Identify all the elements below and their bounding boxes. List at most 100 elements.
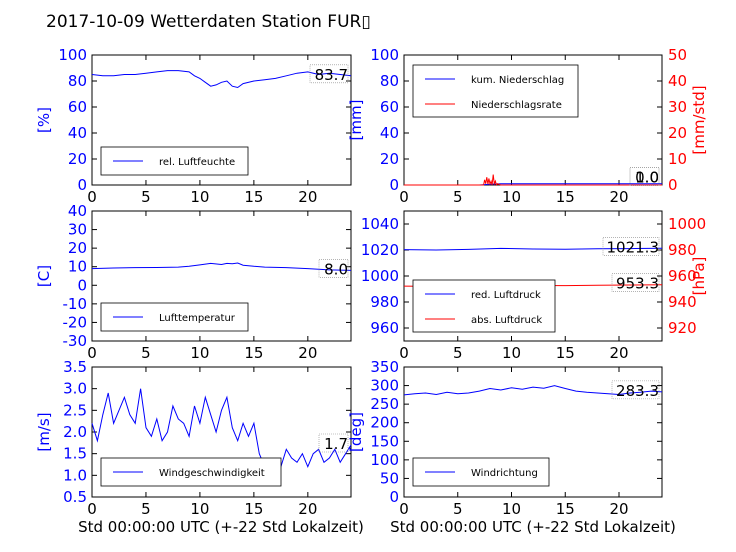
x-tick-label: 15 <box>556 188 575 206</box>
last-value-label-box <box>309 64 349 84</box>
y-tick-label-right: 30 <box>668 98 687 116</box>
y-tick-label: 30 <box>68 221 87 239</box>
y-tick-label: 150 <box>370 432 399 450</box>
y-tick-label: 20 <box>68 150 87 168</box>
y-tick-label: 0 <box>389 488 399 506</box>
figure-title: 2017-10-09 Wetterdaten Station FUR▯ <box>46 12 371 32</box>
y-axis-label: [C] <box>35 265 53 287</box>
y-tick-label: 0.5 <box>63 488 87 506</box>
panel-humidity: 0 5 10 15 20 0 20 40 60 80 100 [%] 83.7 rel. Luftfeuc… <box>35 46 352 206</box>
y-tick-label: 200 <box>370 414 399 432</box>
y-tick-label: 80 <box>380 72 399 90</box>
y-tick-label: 100 <box>370 46 399 64</box>
y-tick-label: 80 <box>68 72 87 90</box>
x-tick-label: 20 <box>298 500 317 518</box>
last-value-label-box <box>318 433 349 453</box>
last-value-label: 1021.3 <box>607 238 660 256</box>
series-line-temp <box>91 262 352 271</box>
y-tick-label: 0 <box>77 276 87 294</box>
y-tick-label-right: 40 <box>668 72 687 90</box>
y-tick-label-right: 0 <box>668 176 678 194</box>
series-line-wind_speed <box>91 388 352 477</box>
y-axis-label-right: [hPa] <box>690 257 708 296</box>
last-value-label-box <box>602 237 660 256</box>
y-tick-label-right: 920 <box>668 319 697 337</box>
plot-frame <box>91 54 352 186</box>
x-tick-label: 15 <box>244 500 263 518</box>
y-tick-label: 20 <box>68 239 87 257</box>
y-tick-label: 1020 <box>361 241 399 259</box>
legend-entry: Windrichtung <box>471 468 538 479</box>
y-tick-label: 350 <box>370 358 399 376</box>
last-value-label: 1.0 <box>635 169 659 187</box>
y-tick-label: 40 <box>380 124 399 142</box>
y-axis-label-right: [mm/std] <box>690 85 708 154</box>
x-tick-label: 0 <box>399 344 409 362</box>
y-tick-label: 40 <box>68 202 87 220</box>
series-line-wind_dir <box>403 385 663 396</box>
last-value-label: 1.7 <box>324 435 348 453</box>
y-tick-label: 1000 <box>361 267 399 285</box>
y-tick-label: 50 <box>380 469 399 487</box>
x-tick-label: 0 <box>399 188 409 206</box>
y-tick-label: 60 <box>380 98 399 116</box>
y-axis-label: [%] <box>35 107 53 133</box>
legend-entry: Lufttemperatur <box>159 313 236 324</box>
y-tick-label: 1040 <box>361 215 399 233</box>
y-tick-label-right: 50 <box>668 46 687 64</box>
x-tick-label: 5 <box>141 500 151 518</box>
y-tick-label: 2.5 <box>63 401 87 419</box>
y-tick-label: 40 <box>68 124 87 142</box>
panel-pressure: 0 5 10 15 20 960 980 1000 1020 1040 920 940 960 980 10… <box>361 210 708 362</box>
y-tick-label: 0 <box>389 176 399 194</box>
x-tick-label: 0 <box>87 188 97 206</box>
panel-wind_speed: 0 5 10 15 20 0.5 1.0 1.5 2.0 2.5 3.0 3.5 [m/s] 1.7 Win… <box>35 358 352 518</box>
x-tick-label: 0 <box>87 500 97 518</box>
x-tick-label: 5 <box>453 500 463 518</box>
x-axis-label-left: Std 00:00:00 UTC (+-22 Std Lokalzeit) <box>78 518 364 536</box>
legend-box <box>412 279 556 333</box>
last-value-label: 283.3 <box>616 382 659 400</box>
x-tick-label: 20 <box>298 188 317 206</box>
y-tick-label: -10 <box>63 295 88 313</box>
x-tick-label: 10 <box>502 500 521 518</box>
last-value-label-right-box <box>611 273 660 293</box>
y-tick-label: 10 <box>68 258 87 276</box>
x-tick-label: 20 <box>298 344 317 362</box>
last-value-label-box <box>318 259 349 278</box>
x-axis-label-right: Std 00:00:00 UTC (+-22 Std Lokalzeit) <box>390 518 676 536</box>
y-tick-label: 1.0 <box>63 466 87 484</box>
y-tick-label-right: 960 <box>668 267 697 285</box>
x-tick-label: 20 <box>609 344 628 362</box>
x-tick-label: 5 <box>453 188 463 206</box>
y-tick-label: 3.5 <box>63 358 87 376</box>
last-value-label-right-box <box>629 167 660 186</box>
series-line-precip <box>404 174 662 187</box>
y-tick-label-right: 940 <box>668 293 697 311</box>
x-tick-label: 5 <box>141 188 151 206</box>
legend-box <box>412 64 579 118</box>
last-value-label-right: 0.0 <box>635 169 659 187</box>
y-tick-label-right: 10 <box>668 150 687 168</box>
x-tick-label: 20 <box>609 500 628 518</box>
series-line-humidity <box>91 70 352 89</box>
legend-entry: red. Luftdruck <box>471 290 541 301</box>
y-tick-label: 300 <box>370 377 399 395</box>
y-tick-label-right: 1000 <box>668 215 706 233</box>
plot-frame <box>91 210 352 342</box>
legend-entry: kum. Niederschlag <box>471 75 564 86</box>
x-tick-label: 0 <box>87 344 97 362</box>
last-value-label-box <box>611 380 660 400</box>
y-tick-label: 60 <box>68 98 87 116</box>
y-tick-label-right: 980 <box>668 241 697 259</box>
last-value-label: 83.7 <box>315 66 348 84</box>
y-tick-label: 3.0 <box>63 380 87 398</box>
y-axis-label: [mm] <box>347 100 365 141</box>
legend-entry: rel. Luftfeuchte <box>159 157 235 168</box>
legend-entry: abs. Luftdruck <box>471 315 542 326</box>
x-tick-label: 15 <box>244 188 263 206</box>
y-axis-label: [deg] <box>347 412 365 452</box>
panel-wind_dir: 0 5 10 15 20050100150200250300350[deg]283.3W… <box>347 358 663 518</box>
